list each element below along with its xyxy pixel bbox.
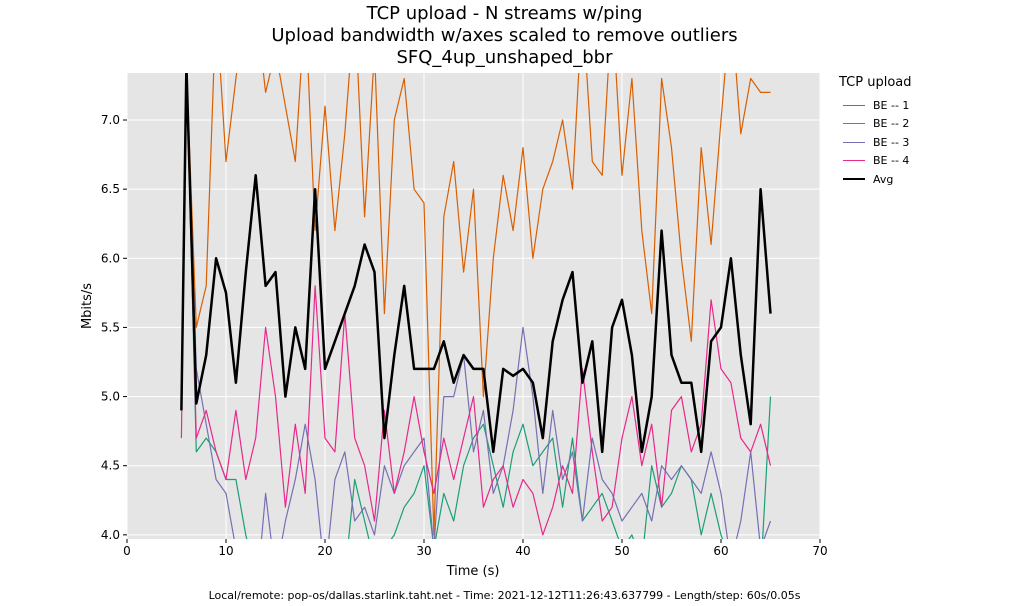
footer-info: Local/remote: pop-os/dallas.starlink.tah… [208,589,801,602]
x-tick-label: 60 [713,544,728,558]
x-tick-label: 30 [416,544,431,558]
series-line-be-4 [180,73,772,536]
legend-item: BE -- 2 [830,115,925,134]
x-tick-label: 40 [515,544,530,558]
y-tick-label: 6.5 [101,182,120,196]
y-tick-label: 5.0 [101,390,120,404]
legend-label: BE -- 2 [873,117,910,131]
chart-subtitle-2: SFQ_4up_unshaped_bbr [396,47,613,68]
legend-swatch [843,123,865,125]
legend-label: BE -- 3 [873,135,910,149]
legend-swatch [843,160,865,162]
y-tick-label: 4.5 [101,459,120,473]
plot-background [127,73,820,539]
y-tick-label: 4.0 [101,528,120,542]
series-line-be-3 [180,73,772,539]
x-tick-label: 0 [123,544,131,558]
legend-label: BE -- 4 [873,154,910,168]
legend-label: Avg [873,172,894,186]
legend-swatch [843,104,865,106]
y-tick-label: 6.0 [101,251,120,265]
legend-item: BE -- 1 [830,96,925,115]
legend-item: BE -- 3 [830,133,925,152]
legend-swatch [843,178,865,181]
chart-subtitle: Upload bandwidth w/axes scaled to remove… [271,25,738,46]
y-tick-label: 7.0 [101,113,120,127]
y-tick-label: 5.5 [101,320,120,334]
legend-item: BE -- 4 [830,152,925,171]
series-line-be-1 [180,73,772,539]
legend-swatch [843,141,865,143]
x-tick-label: 10 [218,544,233,558]
series-line-avg [180,73,772,454]
y-axis-label: Mbits/s [80,283,95,329]
legend-label: BE -- 1 [873,98,910,112]
x-tick-label: 70 [812,544,827,558]
chart-title: TCP upload - N streams w/ping [366,3,643,24]
x-axis-label: Time (s) [446,564,500,579]
x-tick-label: 20 [317,544,332,558]
x-tick-label: 50 [614,544,629,558]
legend-title: TCP upload [839,75,912,90]
legend-item: Avg [830,170,925,189]
legend: TCP upload BE -- 1 BE -- 2 BE -- 3 BE -- 4 A… [830,72,925,189]
series-line-be-2 [180,73,771,536]
